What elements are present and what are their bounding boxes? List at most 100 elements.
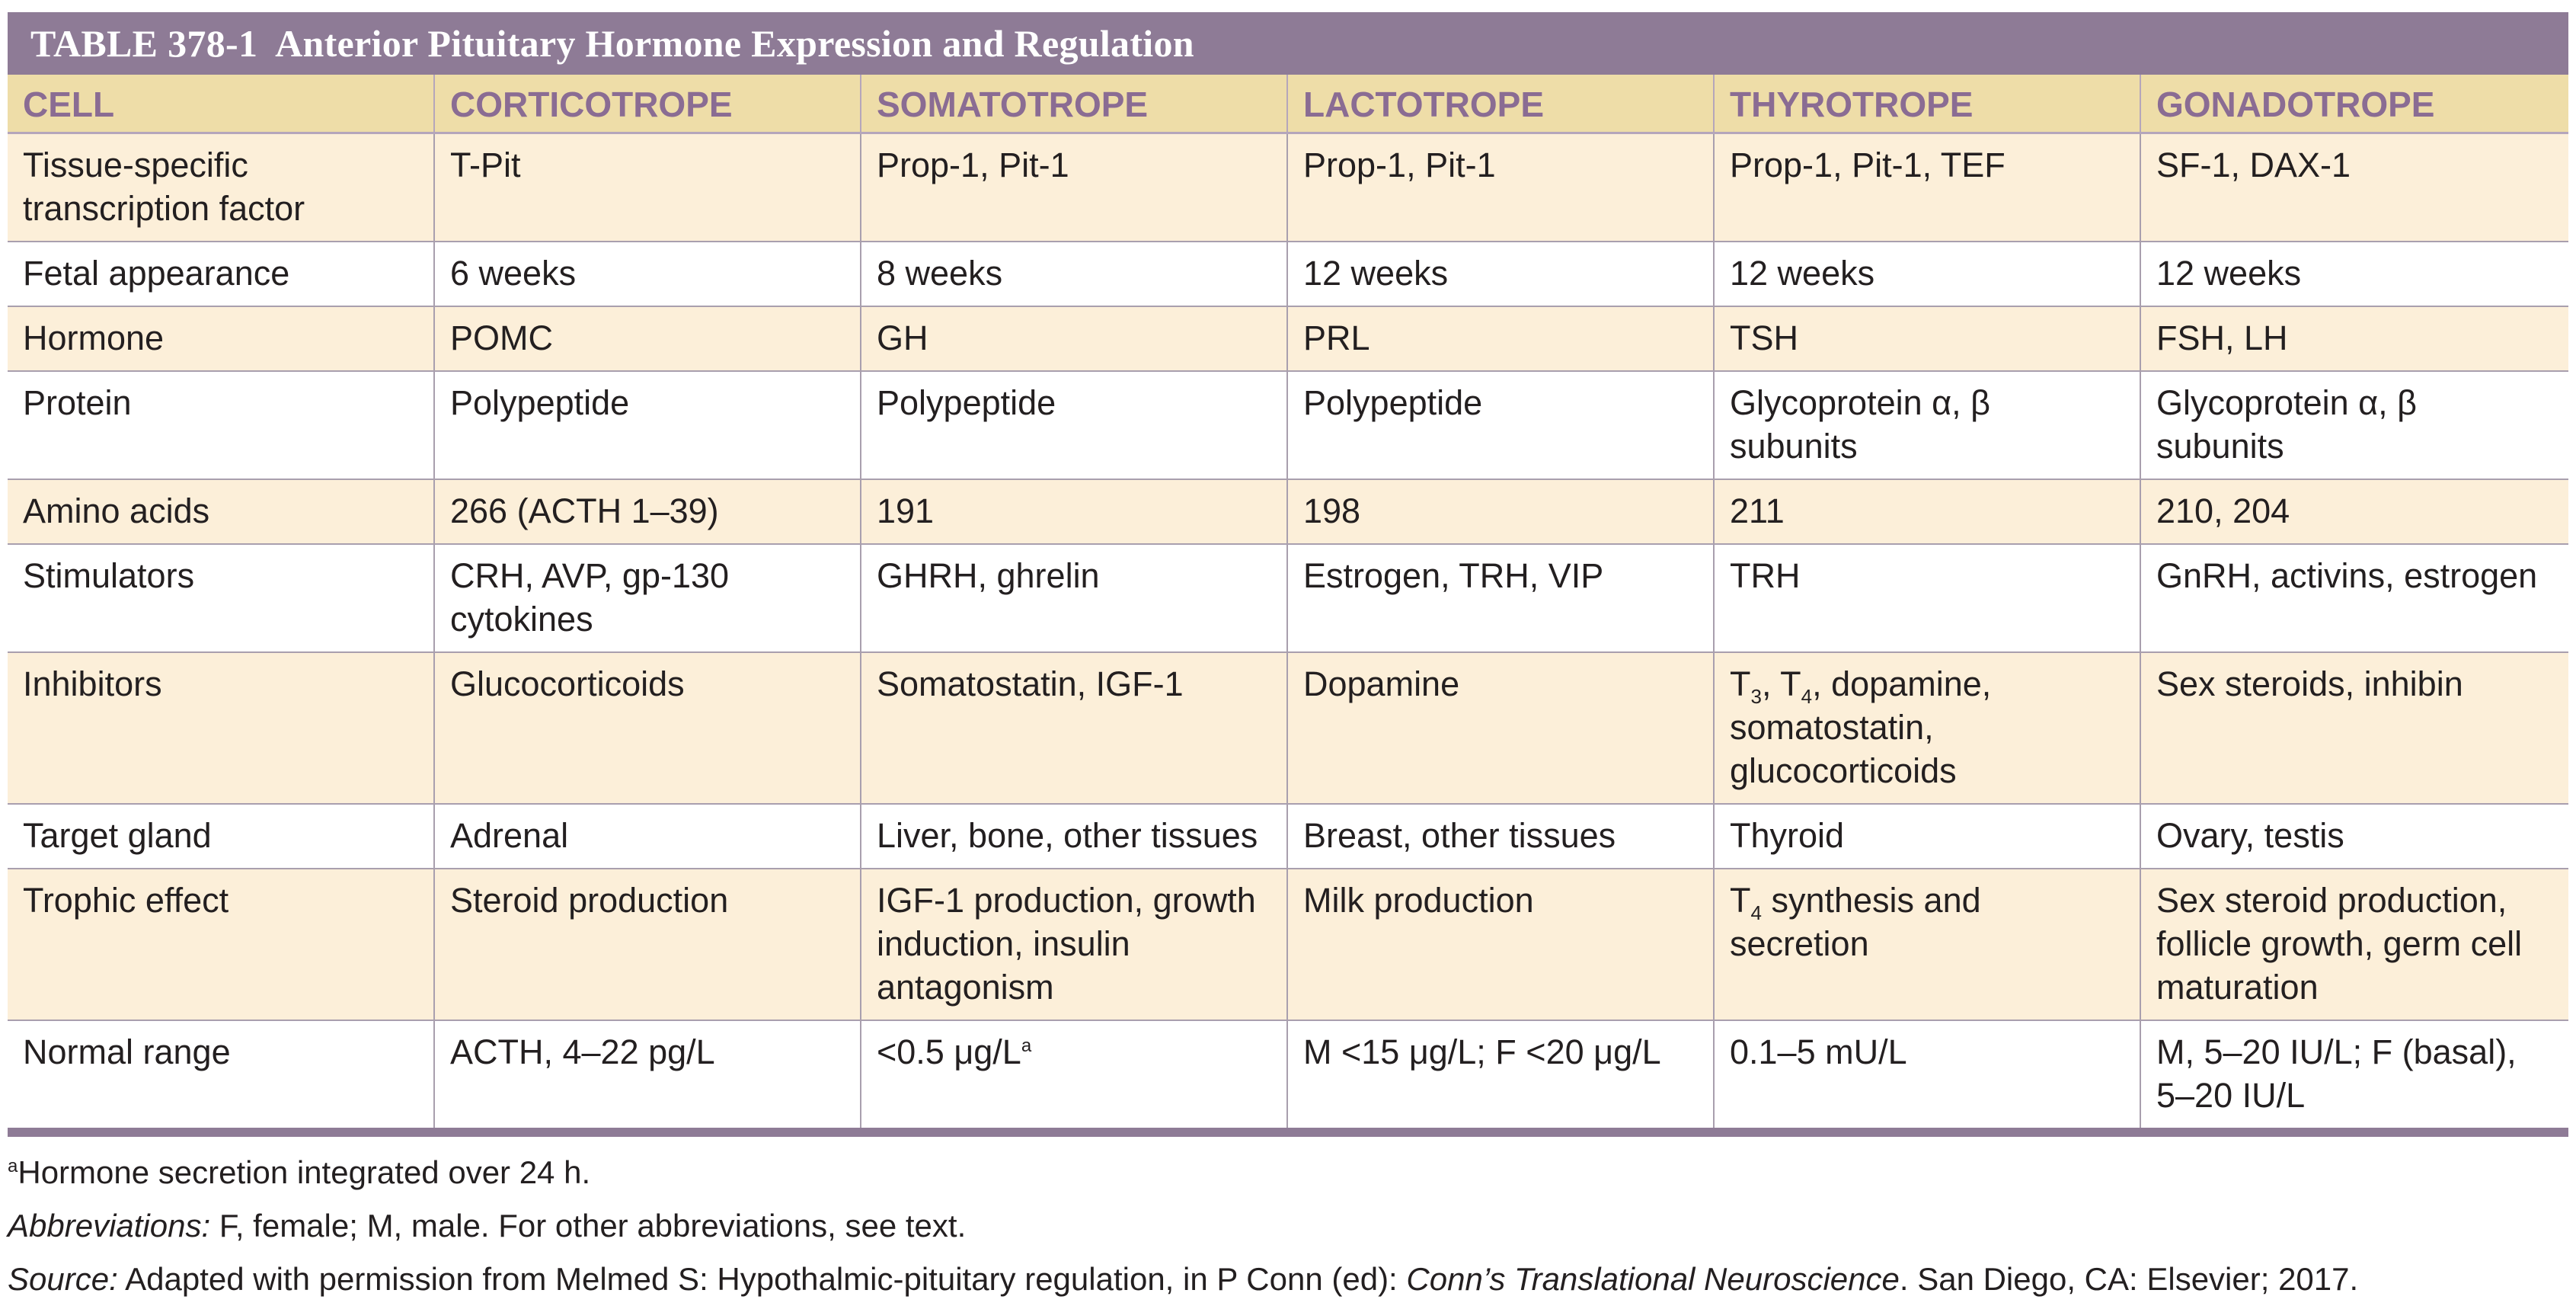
row-label: Stimulators [8, 543, 434, 652]
table-cell: Steroid production [433, 867, 861, 1020]
header-cell: GONADOTROPE [2140, 75, 2568, 134]
table-cell: FSH, LH [2140, 305, 2568, 371]
row-label: Protein [8, 370, 434, 479]
table-cell: ACTH, 4–22 pg/L [433, 1019, 861, 1128]
table-container: TABLE 378-1 Anterior Pituitary Hormone E… [8, 12, 2568, 1306]
table-cell: Sex steroid production, follicle growth,… [2140, 867, 2568, 1020]
header-cell: SOMATOTROPE [860, 75, 1287, 134]
table-cell: IGF-1 production, growth induction, insu… [860, 867, 1287, 1020]
header-cell: CELL [8, 75, 434, 134]
row-label: Hormone [8, 305, 434, 371]
table-cell: Estrogen, TRH, VIP [1286, 543, 1714, 652]
table-cell: M, 5–20 IU/L; F (basal), 5–20 IU/L [2140, 1019, 2568, 1128]
table-cell: 191 [860, 478, 1287, 544]
table-cell: Polypeptide [860, 370, 1287, 479]
abbreviations-label: Abbreviations: [8, 1207, 211, 1244]
table-cell: Prop-1, Pit-1, TEF [1713, 132, 2140, 242]
table-cell: 6 weeks [433, 240, 861, 306]
table-cell: Prop-1, Pit-1 [860, 132, 1287, 242]
table-cell: Somatostatin, IGF-1 [860, 651, 1287, 804]
table-cell: T-Pit [433, 132, 861, 242]
footnote-a: aHormone secretion integrated over 24 h. [8, 1146, 2568, 1199]
table-row: Stimulators CRH, AVP, gp-130 cytokines G… [8, 543, 2568, 652]
table-cell: GHRH, ghrelin [860, 543, 1287, 652]
footnotes: aHormone secretion integrated over 24 h.… [8, 1146, 2568, 1306]
t-symbol: , T [1761, 664, 1801, 703]
source-text-end: . San Diego, CA: Elsevier; 2017. [1899, 1260, 2359, 1297]
table-cell: 12 weeks [1713, 240, 2140, 306]
table-cell: 0.1–5 mU/L [1713, 1019, 2140, 1128]
table-cell: Sex steroids, inhibin [2140, 651, 2568, 804]
table-cell: SF-1, DAX-1 [2140, 132, 2568, 242]
hormone-table: CELL CORTICOTROPE SOMATOTROPE LACTOTROPE… [8, 75, 2568, 1128]
row-label: Inhibitors [8, 651, 434, 804]
table-cell: Prop-1, Pit-1 [1286, 132, 1714, 242]
footnote-text: Hormone secretion integrated over 24 h. [18, 1154, 591, 1190]
subscript: 4 [1801, 684, 1813, 708]
table-cell: Polypeptide [1286, 370, 1714, 479]
table-cell: Thyroid [1713, 802, 2140, 869]
abbreviations-text: F, female; M, male. For other abbreviati… [210, 1207, 967, 1244]
table-cell: T4 synthesis and secretion [1713, 867, 2140, 1020]
row-label: Normal range [8, 1019, 434, 1128]
footnote-marker: a [8, 1155, 18, 1176]
source-label: Source: [8, 1260, 118, 1297]
abbreviations-note: Abbreviations: F, female; M, male. For o… [8, 1199, 2568, 1253]
table-row: Protein Polypeptide Polypeptide Polypept… [8, 370, 2568, 479]
subscript: 4 [1750, 901, 1762, 924]
table-row: Inhibitors Glucocorticoids Somatostatin,… [8, 651, 2568, 804]
table-cell: <0.5 μg/La [860, 1019, 1287, 1128]
table-cell: Milk production [1286, 867, 1714, 1020]
row-label: Target gland [8, 802, 434, 869]
table-cell: Glycoprotein α, β subunits [2140, 370, 2568, 479]
table-row: Trophic effect Steroid production IGF-1 … [8, 867, 2568, 1020]
table-cell: T3, T4, dopamine, somatostatin, glucocor… [1713, 651, 2140, 804]
cell-text: <0.5 μg/L [877, 1032, 1021, 1071]
table-cell: Liver, bone, other tissues [860, 802, 1287, 869]
table-row: Hormone POMC GH PRL TSH FSH, LH [8, 305, 2568, 371]
source-text: Adapted with permission from Melmed S: H… [117, 1260, 1407, 1297]
header-cell: THYROTROPE [1713, 75, 2140, 134]
table-cell: Polypeptide [433, 370, 861, 479]
table-cell: 8 weeks [860, 240, 1287, 306]
t-symbol: T [1730, 664, 1751, 703]
table-cell: Ovary, testis [2140, 802, 2568, 869]
table-cell: Adrenal [433, 802, 861, 869]
table-cell: 211 [1713, 478, 2140, 544]
table-title-bar: TABLE 378-1 Anterior Pituitary Hormone E… [8, 12, 2568, 75]
cell-text: , dopamine, somatostatin, glucocorticoid… [1730, 664, 1992, 790]
row-label: Amino acids [8, 478, 434, 544]
table-cell: 12 weeks [1286, 240, 1714, 306]
table-cell: 198 [1286, 478, 1714, 544]
header-row: CELL CORTICOTROPE SOMATOTROPE LACTOTROPE… [8, 75, 2568, 134]
table-row: Normal range ACTH, 4–22 pg/L <0.5 μg/La … [8, 1019, 2568, 1128]
table-cell: 266 (ACTH 1–39) [433, 478, 861, 544]
table-cell: GnRH, activins, estrogen [2140, 543, 2568, 652]
subscript: 3 [1750, 684, 1762, 708]
table-bottom-rule [8, 1127, 2568, 1137]
t-symbol: T [1730, 880, 1751, 920]
table-cell: M <15 μg/L; F <20 μg/L [1286, 1019, 1714, 1128]
table-title: TABLE 378-1 Anterior Pituitary Hormone E… [30, 22, 1194, 65]
table-cell: TSH [1713, 305, 2140, 371]
table-cell: Breast, other tissues [1286, 802, 1714, 869]
row-label: Trophic effect [8, 867, 434, 1020]
source-note: Source: Adapted with permission from Mel… [8, 1253, 2568, 1306]
table-cell: GH [860, 305, 1287, 371]
table-cell: CRH, AVP, gp-130 cytokines [433, 543, 861, 652]
table-cell: 210, 204 [2140, 478, 2568, 544]
table-row: Tissue-specific transcription factor T-P… [8, 132, 2568, 242]
row-label: Fetal appearance [8, 240, 434, 306]
header-cell: LACTOTROPE [1286, 75, 1714, 134]
table-cell: Glycoprotein α, β subunits [1713, 370, 2140, 479]
table-cell: TRH [1713, 543, 2140, 652]
table-cell: Dopamine [1286, 651, 1714, 804]
table-cell: PRL [1286, 305, 1714, 371]
table-cell: POMC [433, 305, 861, 371]
table-row: Fetal appearance 6 weeks 8 weeks 12 week… [8, 240, 2568, 306]
row-label: Tissue-specific transcription factor [8, 132, 434, 242]
table-cell: 12 weeks [2140, 240, 2568, 306]
cell-text: synthesis and secretion [1730, 880, 1981, 963]
source-book: Conn’s Translational Neuroscience [1406, 1260, 1900, 1297]
table-row: Target gland Adrenal Liver, bone, other … [8, 802, 2568, 869]
